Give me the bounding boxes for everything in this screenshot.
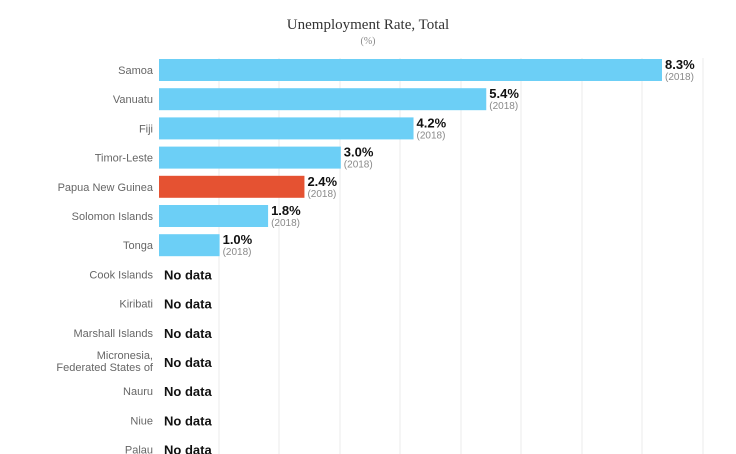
year-label: (2018): [271, 218, 300, 229]
year-label: (2018): [223, 247, 252, 258]
chart-subtitle: (%): [360, 36, 376, 47]
year-label: (2018): [417, 130, 446, 141]
year-label: (2018): [665, 72, 694, 83]
chart-title: Unemployment Rate, Total: [286, 17, 450, 33]
category-label: Timor-Leste: [95, 153, 153, 165]
category-label: Palau: [125, 445, 153, 454]
category-label: Cook Islands: [89, 269, 153, 281]
category-label: Papua New Guinea: [58, 182, 154, 194]
no-data-label: No data: [164, 384, 212, 399]
bar: [159, 175, 305, 198]
category-label: Niue: [130, 415, 153, 427]
bar: [159, 117, 414, 140]
value-label: 2.4%: [307, 174, 337, 189]
value-label: 8.3%: [665, 57, 695, 72]
bar: [159, 205, 269, 227]
category-label: Micronesia, Federated States of: [56, 350, 154, 374]
year-label: (2018): [344, 160, 373, 171]
no-data-label: No data: [164, 355, 212, 370]
category-label: Solomon Islands: [72, 211, 154, 223]
value-label: 5.4%: [489, 86, 519, 101]
category-label: Nauru: [123, 386, 153, 398]
no-data-label: No data: [164, 413, 212, 428]
no-data-label: No data: [164, 326, 212, 341]
no-data-label: No data: [164, 297, 212, 312]
category-label: Marshall Islands: [74, 328, 154, 340]
bar: [159, 88, 487, 111]
category-label: Vanuatu: [113, 94, 153, 106]
value-label: 1.8%: [271, 203, 301, 218]
bar: [159, 234, 220, 257]
category-label: Fiji: [139, 123, 153, 135]
no-data-label: No data: [164, 443, 212, 454]
no-data-label: No data: [164, 267, 212, 282]
value-label: 3.0%: [344, 145, 374, 160]
category-label: Kiribati: [119, 299, 153, 311]
year-label: (2018): [307, 189, 336, 200]
category-label: Tonga: [123, 240, 154, 252]
value-label: 1.0%: [223, 232, 253, 247]
year-label: (2018): [489, 101, 518, 112]
value-label: 4.2%: [417, 115, 447, 130]
bar: [159, 146, 341, 169]
bar: [159, 59, 662, 81]
category-label: Samoa: [118, 65, 154, 77]
